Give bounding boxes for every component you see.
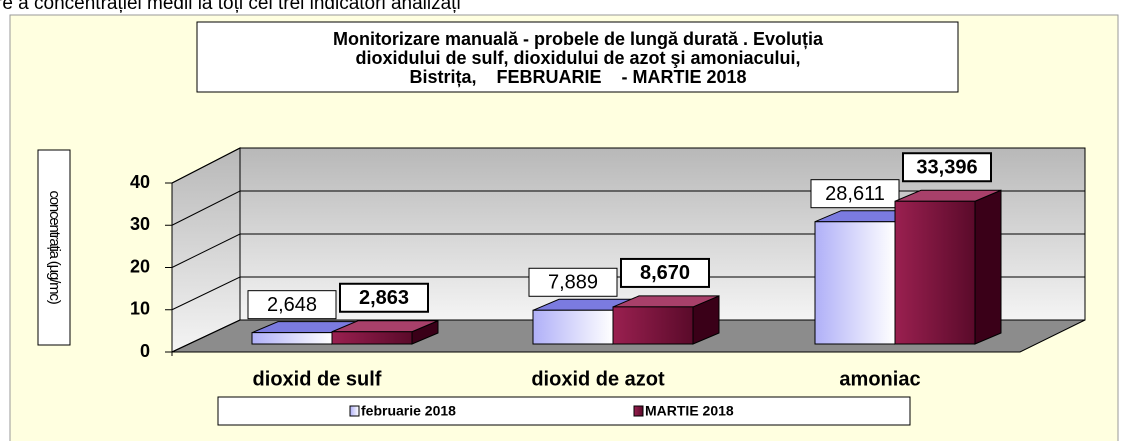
legend-label: MARTIE 2018 [645, 403, 734, 419]
title-box [196, 21, 959, 93]
data-label: 8,670 [640, 262, 690, 284]
data-label: 33,396 [916, 157, 977, 179]
data-label: 2,648 [267, 294, 317, 316]
y-tick-label: 20 [130, 256, 150, 276]
data-label: 7,889 [548, 272, 598, 294]
bar-face [894, 200, 976, 345]
grid-line [171, 190, 1085, 226]
grid-line [171, 319, 1085, 353]
y-label-box [37, 149, 71, 346]
legend-label: februarie 2018 [361, 403, 456, 419]
grid-line [171, 233, 1085, 268]
chart-title: dioxidului de sulf, dioxidului de azot ş… [355, 48, 800, 68]
bar [331, 320, 439, 345]
data-label-box [247, 290, 337, 320]
bar-face [612, 306, 694, 345]
note: re a concentrației medii la toți cei tre… [0, 0, 461, 14]
side-wall [171, 147, 241, 353]
data-label-box [810, 179, 900, 209]
data-label: 2,863 [359, 287, 409, 309]
y-axis-label: concentrația (µg/mc) [46, 190, 63, 304]
data-label-box [339, 282, 429, 313]
x-tick-label: dioxid de sulf [253, 368, 382, 390]
x-tick-label: dioxid de azot [531, 368, 665, 390]
chart-title: Monitorizare manuală - probele de lungă … [333, 29, 824, 49]
data-label: 28,611 [825, 183, 885, 205]
chart-title: Bistrița, FEBRUARIE - MARTIE 2018 [409, 67, 746, 87]
grid-line [171, 276, 1085, 311]
bar [894, 189, 1002, 345]
y-tick-label: 0 [140, 341, 150, 361]
grid-line [171, 147, 1085, 184]
bar-face [532, 309, 614, 345]
x-tick-label: amoniac [839, 368, 920, 390]
data-label-box [902, 152, 992, 183]
data-label-box [620, 257, 710, 288]
legend-swatch [633, 405, 644, 417]
legend-swatch [349, 405, 360, 417]
y-tick-label: 30 [130, 214, 150, 234]
legend [217, 396, 911, 426]
bar-face [974, 189, 1002, 345]
y-tick-label: 10 [130, 299, 150, 319]
y-tick-label: 40 [130, 172, 150, 192]
bar-face [814, 221, 896, 345]
bar-face [251, 332, 333, 345]
bar [612, 295, 720, 345]
data-label-box [528, 267, 618, 297]
bar-face [331, 331, 413, 345]
